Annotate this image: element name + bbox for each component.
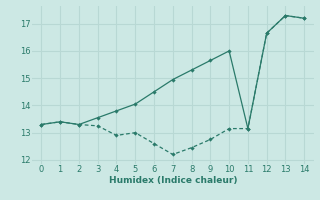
X-axis label: Humidex (Indice chaleur): Humidex (Indice chaleur) (108, 176, 237, 185)
